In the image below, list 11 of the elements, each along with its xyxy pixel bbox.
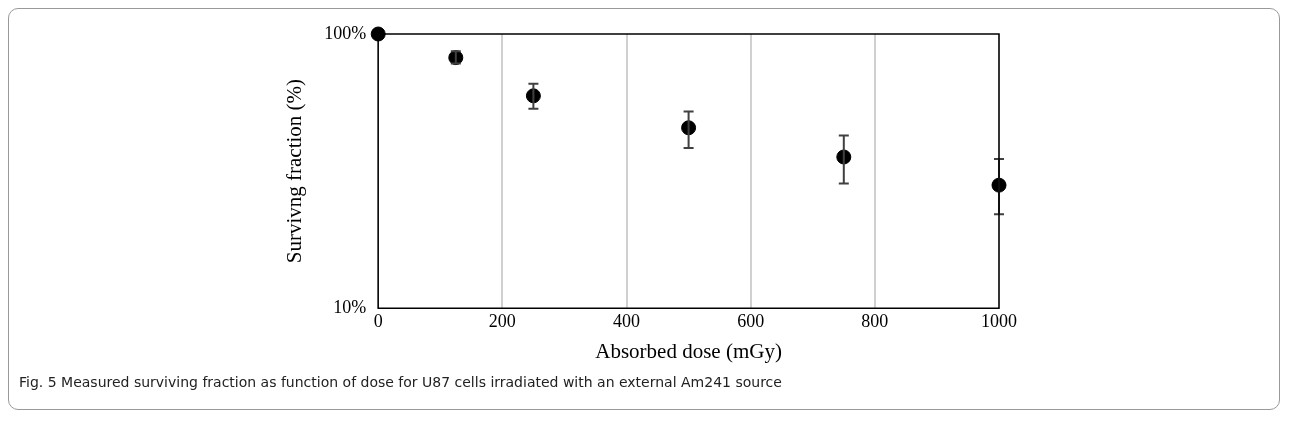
x-tick-label: 400 (613, 310, 641, 331)
y-tick-label: 100% (324, 22, 367, 43)
caption: Fig. 5 Measured surviving fraction as function of dose for U87 cells irradiated with an external Am241 source (18, 374, 783, 390)
x-tick-label: 800 (861, 310, 889, 331)
x-tick-label: 600 (737, 310, 765, 331)
x-axis-title: Absorbed dose (mGy) (595, 338, 782, 363)
x-tick-label: 200 (488, 310, 516, 331)
x-tick-label: 1000 (981, 310, 1017, 331)
x-tick-label: 0 (373, 310, 383, 331)
y-tick-label: 10% (333, 296, 367, 317)
y-axis-title: Survivng fraction (%) (282, 78, 307, 264)
